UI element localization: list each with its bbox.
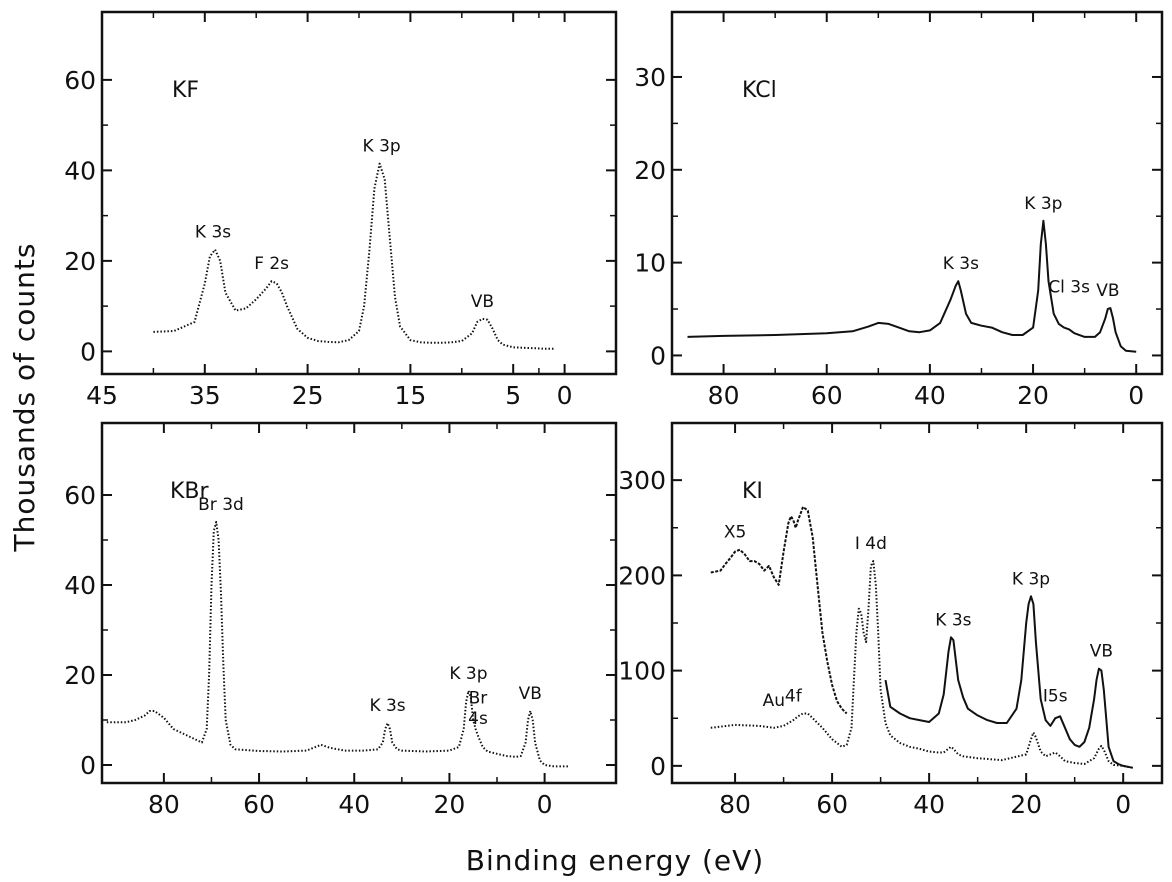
peak-label: K 3p (1012, 569, 1050, 589)
x-axis-title: Binding energy (eV) (466, 844, 764, 877)
x-tick-label: 60 (243, 790, 275, 819)
x-tick-label: 40 (913, 790, 945, 819)
peak-label: 4s (468, 709, 488, 729)
peak-label: K 3p (449, 664, 487, 684)
peak-label: Au (763, 691, 785, 711)
x-tick-label: 20 (1017, 381, 1049, 410)
y-tick-label: 40 (64, 571, 96, 600)
panel-label: KBr (170, 479, 210, 504)
y-tick-label: 20 (64, 661, 96, 690)
y-tick-label: 0 (650, 752, 666, 781)
peak-label: I 4d (855, 534, 887, 554)
x-tick-label: 80 (708, 381, 740, 410)
peak-label: 4f (785, 686, 803, 706)
x-tick-label: 45 (86, 381, 118, 410)
plot-frame (670, 10, 1164, 376)
x-tick-label: 0 (557, 381, 573, 410)
series-line-1 (106, 521, 569, 768)
y-tick-label: 0 (80, 751, 96, 780)
y-tick-label: 60 (64, 66, 96, 95)
y-tick-label: 30 (634, 63, 666, 92)
panel-label: KF (172, 78, 199, 103)
series-line-3 (710, 560, 1134, 769)
panel-label: KCl (742, 78, 777, 103)
peak-label: Cl 3s (1048, 277, 1090, 297)
peak-label: VB (1090, 642, 1113, 662)
y-tick-label: 10 (634, 249, 666, 278)
x-tick-label: 40 (914, 381, 946, 410)
x-tick-label: 5 (505, 381, 521, 410)
plot-frame (670, 421, 1164, 785)
x-tick-label: 20 (1010, 790, 1042, 819)
x-tick-label: 80 (148, 790, 180, 819)
y-tick-label: 40 (64, 156, 96, 185)
y-tick-label: 300 (618, 466, 666, 495)
y-tick-label: 100 (618, 657, 666, 686)
x-tick-label: 80 (719, 790, 751, 819)
peak-label: K 3s (943, 254, 979, 274)
x-tick-label: 0 (1128, 381, 1144, 410)
series-line-1 (153, 162, 555, 350)
peak-label: K 3p (1024, 194, 1062, 214)
x-tick-label: 15 (394, 381, 426, 410)
peak-label: Br 3d (198, 495, 244, 515)
y-tick-label: 200 (618, 561, 666, 590)
peak-label: VB (1096, 281, 1119, 301)
peak-label: K 3s (935, 610, 971, 630)
y-tick-label: 20 (64, 247, 96, 276)
series-line-2 (884, 595, 1134, 769)
peak-label: VB (471, 292, 494, 312)
x-tick-label: 20 (434, 790, 466, 819)
peak-label: X5 (724, 523, 746, 543)
y-tick-label: 0 (650, 341, 666, 370)
plot-frame (100, 421, 618, 785)
peak-label: I5s (1043, 686, 1068, 706)
panel-label: KI (742, 479, 763, 504)
x-tick-label: 60 (816, 790, 848, 819)
peak-label: Br (469, 689, 488, 709)
x-tick-label: 0 (537, 790, 553, 819)
x-tick-label: 0 (1115, 790, 1131, 819)
x-tick-label: 60 (811, 381, 843, 410)
panel-top-left: 45 35 25 15 5 0 0 20 40 60 K 3s F 2s K 3p VB KF (64, 10, 618, 410)
peak-label: F 2s (254, 254, 289, 274)
series-line-1 (710, 505, 848, 715)
x-tick-label: 35 (189, 381, 221, 410)
y-tick-label: 20 (634, 156, 666, 185)
x-tick-label: 40 (338, 790, 370, 819)
peak-label: VB (519, 684, 542, 704)
y-axis-title: Thousands of counts (8, 243, 41, 553)
panel-top-right: 80 60 40 20 0 0 10 20 30 K 3s K 3p Cl 3s VB KCl (634, 10, 1164, 410)
plot-frame (100, 10, 618, 376)
peak-label: K 3s (369, 696, 405, 716)
x-tick-label: 25 (292, 381, 324, 410)
series-line-1 (687, 219, 1137, 353)
y-tick-label: 0 (80, 337, 96, 366)
y-tick-label: 60 (64, 481, 96, 510)
peak-label: K 3p (363, 137, 401, 157)
peak-label: K 3s (195, 223, 231, 243)
